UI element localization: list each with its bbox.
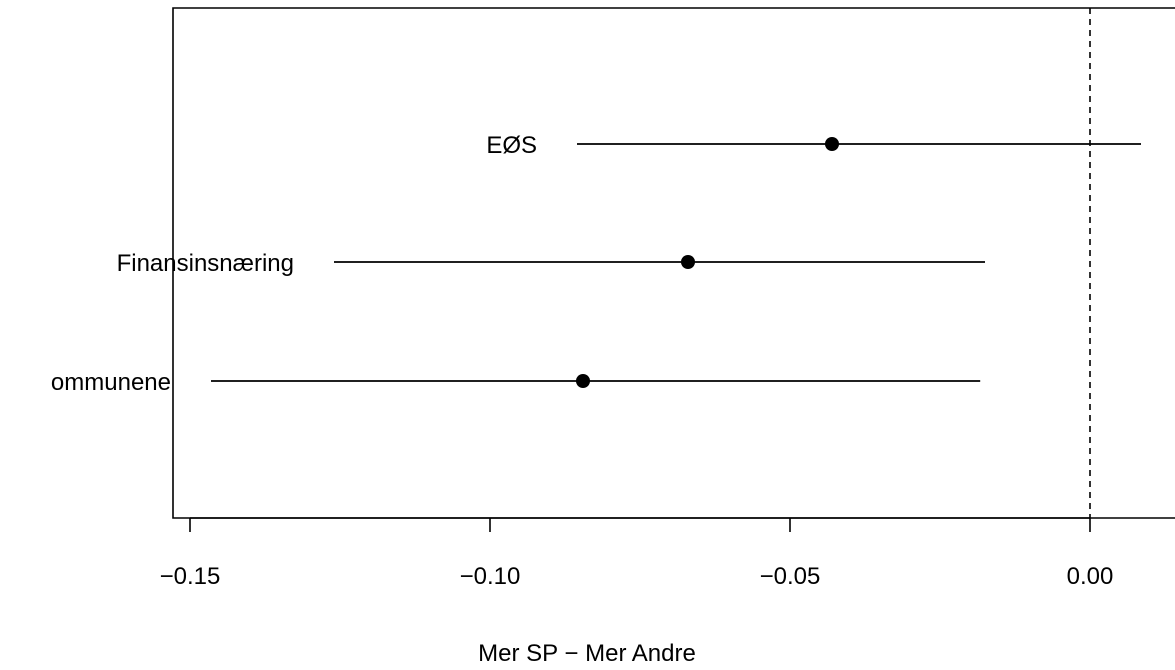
estimate-row: ommunene — [51, 369, 981, 396]
row-label: Finansinsnæring — [117, 250, 294, 277]
estimate-row: EØS — [486, 132, 1141, 159]
row-label: ommunene — [51, 369, 171, 396]
x-tick-label: 0.00 — [1067, 563, 1114, 590]
x-tick-label: −0.15 — [160, 563, 221, 590]
x-tick-label: −0.05 — [760, 563, 821, 590]
point-estimate — [825, 137, 839, 151]
plot-frame — [172, 7, 1175, 519]
estimate-row: Finansinsnæring — [117, 250, 985, 277]
row-label: EØS — [486, 132, 537, 159]
point-estimate — [681, 255, 695, 269]
estimates: EØS Finansinsnæring ommunene — [51, 132, 1141, 396]
x-axis-ticks: −0.15 −0.10 −0.05 0.00 — [160, 518, 1114, 590]
x-axis-label: Mer SP − Mer Andre — [478, 640, 696, 667]
x-tick-label: −0.10 — [460, 563, 521, 590]
point-estimate — [576, 374, 590, 388]
